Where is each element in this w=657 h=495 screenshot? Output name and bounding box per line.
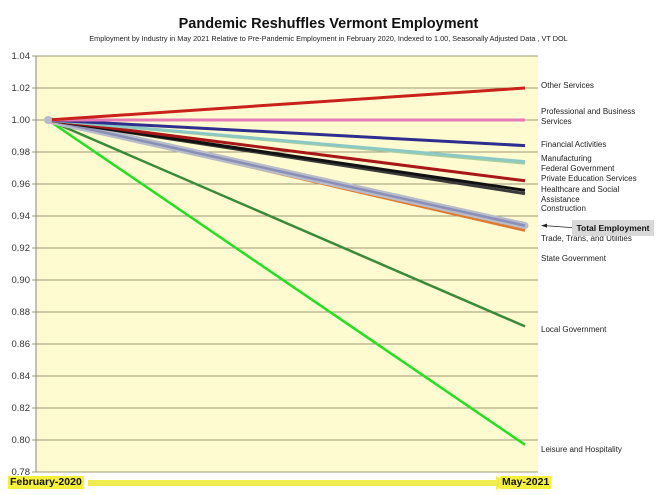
y-tick-label: 0.90	[12, 275, 31, 286]
plot-area	[36, 56, 538, 472]
y-tick-label: 0.98	[12, 147, 31, 158]
series-line-healthcare-and-social-assistance	[47, 118, 526, 192]
y-tick-label: 0.94	[12, 211, 31, 222]
chart-title: Pandemic Reshuffles Vermont Employment	[178, 16, 479, 32]
y-tick-label: 0.84	[12, 371, 31, 382]
y-tick-label: 0.96	[12, 179, 31, 190]
series-label: Other Services	[541, 81, 594, 90]
series-line-private-education-services	[47, 118, 526, 183]
series-line-total-employment	[47, 118, 526, 227]
series-label: Trade, Trans, and Utilities	[541, 234, 632, 243]
y-tick-label: 0.80	[12, 435, 31, 446]
series-label: Leisure and Hospitality	[541, 445, 622, 454]
y-tick-label: 0.88	[12, 307, 31, 318]
x-label-end: May-2021	[500, 476, 552, 489]
series-label: Private Education Services	[541, 174, 637, 183]
y-tick-label: 1.04	[12, 51, 31, 62]
chart-subtitle: Employment by Industry in May 2021 Relat…	[89, 34, 568, 43]
series-label: Healthcare and Social Assistance	[541, 185, 619, 204]
series-line-financial-activities	[47, 118, 526, 148]
series-label: Local Government	[541, 325, 607, 334]
series-line-local-government	[47, 118, 526, 328]
series-label: State Government	[541, 254, 607, 263]
callout-line	[544, 225, 573, 228]
y-tick-label: 0.82	[12, 403, 31, 414]
series-line-other-services	[47, 86, 526, 122]
x-axis-arrow	[88, 480, 498, 486]
y-tick-label: 0.92	[12, 243, 31, 254]
y-tick-label: 1.00	[12, 115, 31, 126]
series-label: Federal Government	[541, 164, 615, 173]
series-label: Financial Activities	[541, 140, 606, 149]
series-label: Manufacturing	[541, 154, 592, 163]
x-label-start: February-2020	[8, 476, 84, 489]
callout-arrow-icon	[541, 223, 547, 228]
series-line-leisure-and-hospitality	[47, 118, 526, 446]
y-tick-label: 1.02	[12, 83, 31, 94]
origin-marker	[44, 116, 52, 124]
y-tick-label: 0.86	[12, 339, 31, 350]
series-label: Professional and Business Services	[541, 107, 635, 126]
total-employment-callout: Total Employment	[572, 220, 654, 236]
series-label: Construction	[541, 204, 586, 213]
series-line-manufacturing	[47, 118, 526, 164]
y-tick-label: 0.78	[12, 467, 31, 478]
